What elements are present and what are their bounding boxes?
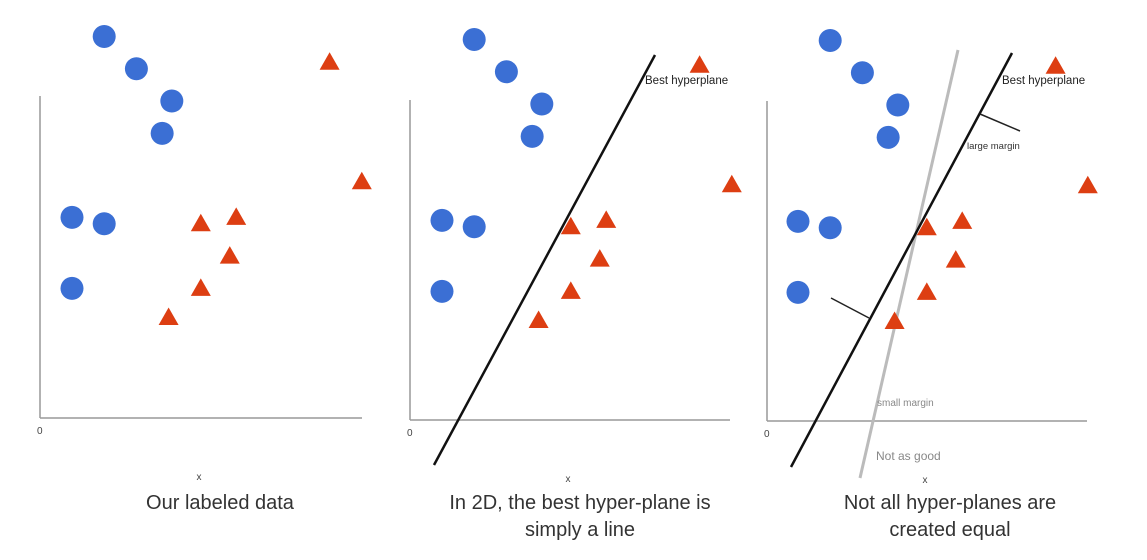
origin-label: 0 [407, 428, 413, 439]
x-axis-label: x [923, 475, 928, 486]
circle-point [886, 93, 910, 117]
caption-labeled-data: Our labeled data [40, 490, 400, 517]
small-margin-line [830, 297, 870, 319]
triangle-point [689, 55, 710, 73]
not-as-good-label: Not as good [876, 449, 941, 463]
caption-line-2: simply a line [524, 519, 636, 541]
large-margin-line [979, 113, 1021, 132]
caption-line-1: In 2D, the best hyper-plane is [449, 492, 711, 514]
small-margin-label: small margin [877, 398, 934, 409]
triangle-point [219, 246, 240, 264]
triangle-point [560, 216, 581, 235]
circle-point [92, 24, 116, 48]
circle-point [520, 124, 544, 148]
x-axis-label: x [197, 472, 202, 483]
circle-point [818, 28, 842, 52]
circle-point [160, 89, 184, 113]
triangle-point [190, 213, 211, 232]
triangle-point [560, 281, 581, 299]
caption-line-1: Our labeled data [146, 492, 294, 514]
triangle-point [528, 310, 549, 328]
caption-margin-comparison: Not all hyper-planes are created equal [760, 490, 1140, 544]
origin-label: 0 [37, 426, 43, 437]
circle-point [60, 276, 84, 300]
circle-point [150, 121, 174, 145]
alt-hyperplane-line [858, 49, 960, 479]
circle-point [786, 209, 810, 233]
triangle-point [721, 174, 742, 193]
triangle-point [916, 282, 937, 300]
caption-best-hyperplane: In 2D, the best hyper-plane is simply a … [400, 490, 760, 544]
triangle-point [884, 311, 905, 329]
circle-point [60, 205, 84, 229]
triangle-point [945, 250, 966, 268]
triangle-point [1045, 56, 1066, 74]
panel-margin-comparison: 0 x Best hyperplane large margin small margi… [764, 28, 1098, 486]
triangle-point [589, 249, 610, 267]
circle-point [430, 208, 454, 232]
triangle-point [158, 307, 179, 325]
triangle-point [190, 278, 211, 296]
triangle-point [1077, 175, 1098, 194]
best-hyperplane-line [432, 54, 657, 466]
triangle-point [226, 207, 247, 225]
caption-line-1: Not all hyper-planes are [843, 492, 1057, 514]
circle-point [462, 215, 486, 239]
panel-best-hyperplane: 0 x Best hyperplane [407, 27, 742, 485]
best-hyperplane-line [789, 52, 1014, 468]
origin-label: 0 [764, 429, 770, 440]
triangle-point [319, 52, 340, 70]
circle-point [876, 125, 900, 149]
large-margin-label: large margin [967, 141, 1020, 152]
circle-point [530, 92, 554, 116]
circle-point [818, 216, 842, 240]
circle-point [462, 27, 486, 51]
triangle-point [952, 211, 973, 229]
caption-line-2: created equal [889, 519, 1011, 541]
triangle-point [596, 210, 617, 228]
circle-point [494, 60, 518, 84]
panel-labeled-data: 0x [37, 24, 372, 483]
best-hyperplane-label: Best hyperplane [645, 75, 728, 87]
circle-point [430, 279, 454, 303]
x-axis-label: x [566, 474, 571, 485]
circle-point [92, 212, 116, 236]
triangle-point [916, 217, 937, 236]
circle-point [850, 61, 874, 85]
best-hyperplane-label: Best hyperplane [1002, 75, 1085, 87]
circle-point [124, 57, 148, 81]
triangle-point [351, 171, 372, 190]
circle-point [786, 280, 810, 304]
